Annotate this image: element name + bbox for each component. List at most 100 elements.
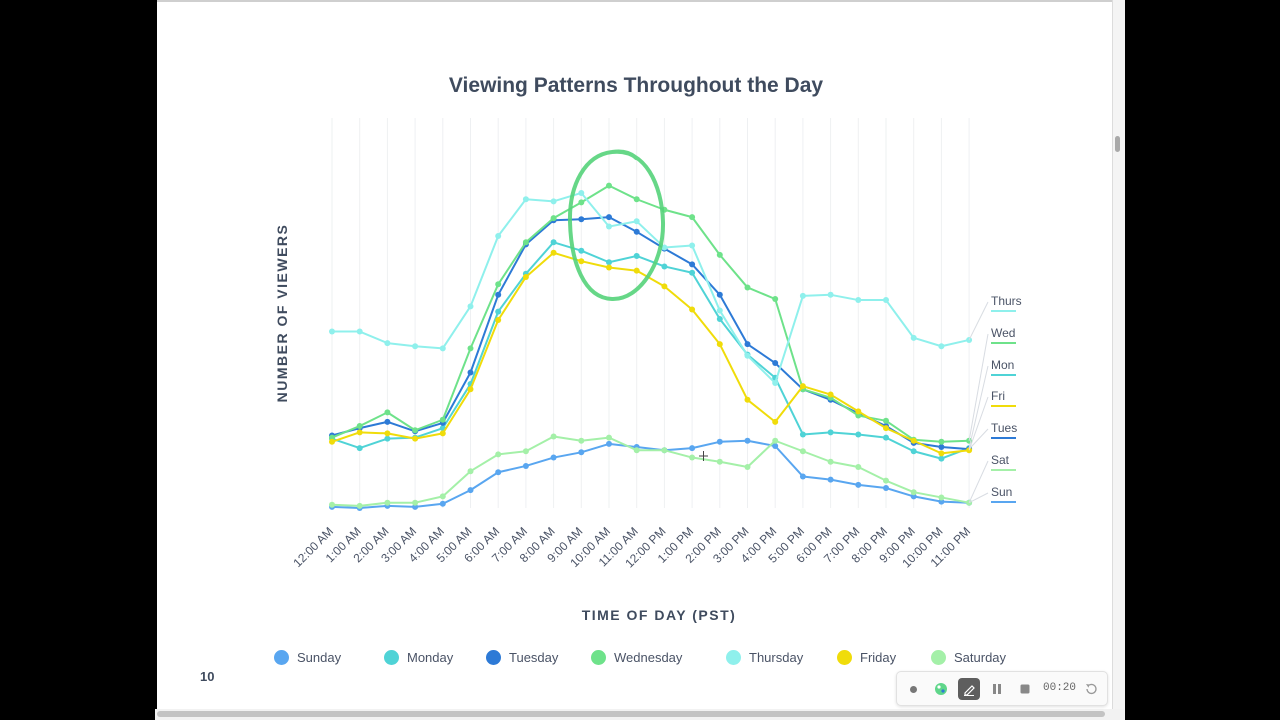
- legend-item-monday[interactable]: Monday: [384, 650, 453, 665]
- pen-tool-button[interactable]: [958, 678, 980, 700]
- data-point: [606, 182, 612, 189]
- data-point: [799, 383, 806, 390]
- data-point: [578, 449, 585, 456]
- data-point: [412, 499, 419, 506]
- series-line: [331, 251, 970, 455]
- data-point: [883, 485, 889, 491]
- slide-top-edge: [157, 0, 1112, 2]
- legend-label: Friday: [860, 650, 897, 665]
- legend-label: Wednesday: [614, 650, 683, 665]
- data-point: [827, 429, 834, 436]
- x-axis-ticks: 12:00 AM1:00 AM2:00 AM3:00 AM4:00 AM5:00…: [290, 524, 973, 570]
- series-line: [332, 191, 970, 384]
- data-point: [716, 315, 723, 322]
- data-point: [744, 396, 751, 403]
- data-point: [550, 249, 557, 256]
- highlight-ellipse: [567, 149, 666, 302]
- data-point: [439, 493, 446, 500]
- data-point: [633, 218, 640, 225]
- stop-button[interactable]: [1014, 678, 1036, 700]
- data-point: [744, 464, 751, 470]
- vertical-scrollbar-track[interactable]: [1112, 0, 1125, 720]
- data-point: [356, 429, 363, 436]
- data-point: [883, 297, 889, 304]
- legend-label: Sunday: [297, 650, 342, 665]
- legend-item-tuesday[interactable]: Tuesday: [486, 650, 558, 665]
- data-point: [356, 328, 363, 335]
- data-point: [384, 340, 391, 347]
- series-line: [331, 184, 970, 443]
- data-point: [522, 273, 529, 280]
- data-point: [467, 468, 474, 475]
- data-point: [772, 360, 779, 367]
- series-line: [331, 216, 970, 451]
- data-point: [938, 450, 945, 457]
- data-point: [744, 352, 751, 359]
- data-point: [855, 431, 862, 438]
- pen-icon: [964, 685, 975, 696]
- data-point: [883, 425, 889, 432]
- data-point: [661, 263, 668, 270]
- data-point: [910, 489, 917, 496]
- data-point: [772, 418, 779, 425]
- series-line: [331, 241, 970, 460]
- series-wednesday: [329, 182, 973, 445]
- data-point: [827, 458, 834, 465]
- legend-item-friday[interactable]: Friday: [837, 650, 896, 665]
- data-point: [578, 258, 585, 265]
- data-point: [855, 408, 862, 415]
- leader-line: [968, 365, 989, 449]
- end-label-thurs: Thurs: [991, 294, 1022, 308]
- end-label-mon: Mon: [991, 358, 1014, 372]
- data-point: [716, 307, 723, 314]
- data-point: [329, 501, 335, 508]
- data-point: [855, 297, 862, 304]
- data-point: [384, 418, 391, 425]
- legend-item-thursday[interactable]: Thursday: [726, 650, 803, 665]
- color-picker-button[interactable]: [930, 678, 952, 700]
- data-point: [827, 391, 834, 398]
- data-point: [827, 291, 834, 298]
- legend-swatch: [837, 650, 852, 665]
- data-point: [633, 447, 640, 454]
- data-point: [689, 269, 696, 276]
- y-axis-title: NUMBER OF VIEWERS: [274, 224, 290, 403]
- restart-button[interactable]: [1080, 678, 1102, 700]
- data-point: [495, 308, 502, 315]
- data-point: [716, 341, 723, 348]
- series-sunday: [329, 437, 973, 511]
- data-point: [550, 198, 557, 205]
- data-point: [522, 462, 529, 469]
- series-friday: [329, 249, 973, 457]
- legend-item-saturday[interactable]: Saturday: [931, 650, 1006, 665]
- data-point: [883, 417, 889, 424]
- data-point: [799, 448, 806, 455]
- data-point: [606, 434, 612, 441]
- legend-item-sunday[interactable]: Sunday: [274, 650, 341, 665]
- data-point: [412, 343, 419, 350]
- pause-button[interactable]: [986, 678, 1008, 700]
- data-point: [689, 214, 696, 221]
- data-point: [855, 464, 862, 470]
- legend-swatch: [486, 650, 501, 665]
- data-point: [606, 440, 612, 447]
- vertical-scrollbar-thumb[interactable]: [1115, 136, 1120, 152]
- recording-toolbar: 00:20: [896, 671, 1108, 706]
- recording-timer: 00:20: [1043, 682, 1077, 694]
- record-dot-button[interactable]: [902, 678, 924, 700]
- data-point: [495, 451, 502, 458]
- data-point: [689, 306, 696, 313]
- data-point: [744, 284, 751, 291]
- data-point: [744, 437, 751, 444]
- data-point: [329, 434, 335, 441]
- data-point: [633, 228, 640, 235]
- data-point: [661, 283, 668, 290]
- horizontal-scrollbar-thumb[interactable]: [157, 711, 1105, 717]
- restart-icon: [1086, 683, 1097, 695]
- data-point: [855, 481, 862, 488]
- record-dot-icon: [909, 685, 917, 693]
- data-point: [495, 281, 502, 288]
- legend-item-wednesday[interactable]: Wednesday: [591, 650, 682, 665]
- data-point: [716, 291, 723, 298]
- legend-label: Thursday: [749, 650, 804, 665]
